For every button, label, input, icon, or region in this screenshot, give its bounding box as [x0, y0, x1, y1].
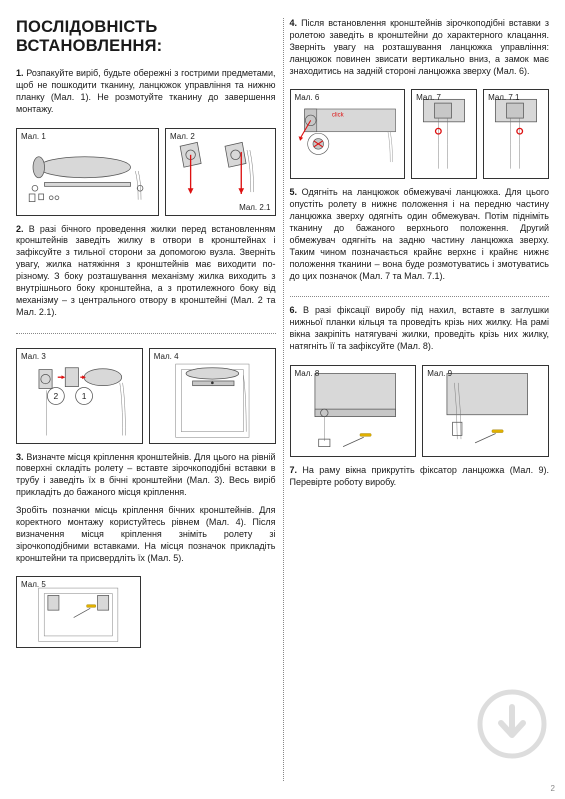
- paragraph-4: 4. Після встановлення кронштейнів зірочк…: [290, 18, 550, 77]
- figure-6: Мал. 6 click: [290, 89, 406, 179]
- figure-21-label: Мал. 2.1: [239, 203, 270, 212]
- figure-1-label: Мал. 1: [21, 132, 46, 141]
- figure-4-label: Мал. 4: [154, 352, 179, 361]
- paragraph-3a: 3. Визначте місця кріплення кронштейнів.…: [16, 452, 276, 500]
- figure-71: Мал. 7.1: [483, 89, 549, 179]
- paragraph-1: 1. Розпакуйте виріб, будьте обережні з г…: [16, 68, 276, 116]
- figure-9: Мал. 9: [422, 365, 549, 457]
- figure-8-label: Мал. 8: [295, 369, 320, 378]
- figure-8: Мал. 8: [290, 365, 417, 457]
- figure-4: Мал. 4: [149, 348, 276, 444]
- figure-7-label: Мал. 7: [416, 93, 441, 102]
- figure-7: Мал. 7: [411, 89, 477, 179]
- click-label: click: [331, 113, 344, 119]
- paragraph-7: 7. На раму вікна прикрутіть фіксатор лан…: [290, 465, 550, 489]
- watermark-icon: [477, 689, 547, 759]
- horizontal-divider-right: [290, 296, 550, 297]
- page-title: ПОСЛІДОВНІСТЬ ВСТАНОВЛЕННЯ:: [16, 18, 276, 56]
- figure-3: Мал. 3 2 1: [16, 348, 143, 444]
- figure-9-label: Мал. 9: [427, 369, 452, 378]
- figure-6-label: Мал. 6: [295, 93, 320, 102]
- figure-3-label: Мал. 3: [21, 352, 46, 361]
- figure-1: Мал. 1: [16, 128, 159, 216]
- horizontal-divider-left: [16, 333, 276, 334]
- vertical-divider: [283, 18, 284, 781]
- svg-text:2: 2: [54, 390, 59, 400]
- figure-2-label: Мал. 2: [170, 132, 195, 141]
- svg-text:1: 1: [82, 390, 87, 400]
- figure-71-label: Мал. 7.1: [488, 93, 519, 102]
- page-number: 2: [551, 784, 555, 793]
- left-column: ПОСЛІДОВНІСТЬ ВСТАНОВЛЕННЯ: 1. Розпакуйт…: [16, 18, 276, 789]
- paragraph-5: 5. Одягніть на ланцюжок обмежувачі ланцю…: [290, 187, 550, 282]
- figure-5: Мал. 5: [16, 576, 141, 648]
- paragraph-6: 6. В разі фіксації виробу під нахил, вст…: [290, 305, 550, 353]
- paragraph-2: 2. В разі бічного проведення жилки перед…: [16, 224, 276, 319]
- figure-5-label: Мал. 5: [21, 580, 46, 589]
- paragraph-3b: Зробіть позначки місць кріплення бічних …: [16, 505, 276, 564]
- right-column: 4. Після встановлення кронштейнів зірочк…: [290, 18, 550, 789]
- figure-2: Мал. 2 Мал. 2.1: [165, 128, 275, 216]
